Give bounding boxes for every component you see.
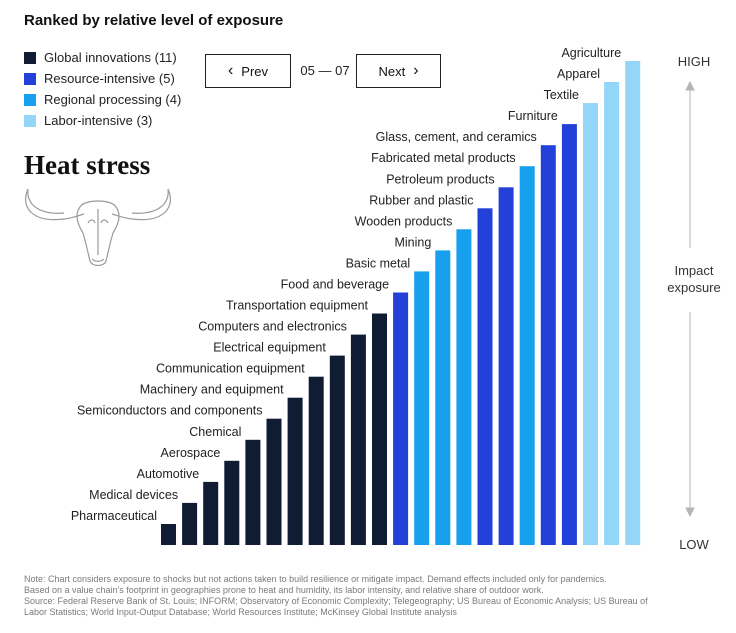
axis-low-label: LOW [679, 537, 709, 552]
bar-label-machinery-and-equipment: Machinery and equipment [140, 383, 284, 397]
bar-electrical-equipment [329, 355, 345, 545]
footnote: Note: Chart considers exposure to shocks… [24, 574, 724, 618]
legend-item-global-innovations: Global innovations (11) [24, 49, 224, 69]
bar-label-agriculture: Agriculture [561, 46, 621, 60]
bar-label-aerospace: Aerospace [161, 446, 221, 460]
bar-label-basic-metal: Basic metal [346, 256, 411, 270]
bar-rubber-and-plastic [477, 208, 493, 546]
bar-communication-equipment [308, 376, 324, 545]
bar-chemical [245, 439, 261, 545]
axis-title: Impact exposure [667, 263, 721, 295]
bars-layer [161, 61, 641, 546]
bar-label-pharmaceutical: Pharmaceutical [71, 509, 157, 523]
bar-fabricated-metal-products [519, 166, 535, 545]
next-button-label: Next [378, 63, 406, 79]
bar-label-furniture: Furniture [508, 109, 558, 123]
legend-swatch [24, 73, 36, 85]
bar-label-semiconductors-and-components: Semiconductors and components [77, 404, 263, 418]
bar-label-computers-and-electronics: Computers and electronics [198, 320, 347, 334]
chart-subtitle: Ranked by relative level of exposure [24, 12, 284, 29]
bar-textile [583, 103, 598, 545]
bar-basic-metal [414, 271, 430, 545]
bar-apparel [604, 82, 620, 545]
axis-arrow [685, 80, 695, 518]
bar-label-glass-cement-and-ceramics: Glass, cement, and ceramics [376, 130, 537, 144]
chart-heading: Heat stress [24, 150, 151, 180]
legend-label: Regional processing (4) [44, 92, 182, 107]
legend-swatch [24, 115, 36, 127]
bar-wooden-products [456, 229, 472, 546]
footnote-basis: Based on a value chain's footprint in ge… [24, 585, 544, 595]
legend-label: Resource-intensive (5) [44, 71, 175, 86]
bar-label-communication-equipment: Communication equipment [156, 362, 305, 376]
legend-label: Global innovations (11) [44, 50, 177, 65]
bar-automotive [203, 481, 219, 545]
legend-label: Labor-intensive (3) [44, 113, 153, 128]
bar-label-apparel: Apparel [557, 67, 600, 81]
bar-label-rubber-and-plastic: Rubber and plastic [369, 193, 473, 207]
bar-label-textile: Textile [544, 88, 579, 102]
footnote-source-cont: Labor Statistics; World Input-Output Dat… [24, 607, 457, 617]
prev-button[interactable]: ‹ Prev [205, 54, 291, 88]
bar-furniture [561, 124, 577, 545]
bar-computers-and-electronics [350, 334, 366, 545]
legend-swatch [24, 52, 36, 64]
next-button[interactable]: Next › [356, 54, 441, 88]
legend-item-regional-processing: Regional processing (4) [24, 91, 224, 111]
bar-semiconductors-and-components [266, 418, 282, 545]
bar-label-electrical-equipment: Electrical equipment [213, 341, 326, 355]
bar-label-automotive: Automotive [137, 467, 200, 481]
axis-high-label: HIGH [677, 54, 711, 69]
legend-item-resource-intensive: Resource-intensive (5) [24, 70, 224, 90]
bar-label-petroleum-products: Petroleum products [386, 172, 494, 186]
bar-agriculture [625, 61, 641, 545]
labels-layer: Pharmaceutical Medical devices Automotive A… [71, 46, 621, 523]
bar-label-wooden-products: Wooden products [355, 214, 453, 228]
prev-button-label: Prev [241, 63, 269, 79]
bar-label-transportation-equipment: Transportation equipment [226, 299, 369, 313]
footnote-note: Note: Chart considers exposure to shocks… [24, 574, 607, 584]
bar-food-and-beverage [393, 292, 409, 545]
footnote-source: Source: Federal Reserve Bank of St. Loui… [24, 596, 648, 606]
legend-swatch [24, 94, 36, 106]
bar-glass-cement-and-ceramics [540, 145, 556, 545]
chevron-right-icon: › [413, 62, 419, 79]
bar-label-mining: Mining [394, 235, 431, 249]
legend-item-labor-intensive: Labor-intensive (3) [24, 112, 224, 132]
bar-machinery-and-equipment [287, 397, 303, 545]
chevron-left-icon: ‹ [227, 62, 234, 79]
bull-skull-icon [25, 188, 171, 267]
bar-label-food-and-beverage: Food and beverage [281, 278, 389, 292]
bar-mining [435, 250, 451, 545]
bar-medical-devices [182, 502, 198, 545]
bar-transportation-equipment [372, 313, 387, 545]
bar-label-medical-devices: Medical devices [89, 488, 178, 502]
page-indicator: 05 — 07 [300, 63, 350, 78]
bar-pharmaceutical [161, 524, 176, 545]
bar-aerospace [224, 460, 240, 545]
bar-label-fabricated-metal-products: Fabricated metal products [371, 151, 516, 165]
bar-label-chemical: Chemical [189, 425, 241, 439]
bar-petroleum-products [498, 187, 514, 546]
